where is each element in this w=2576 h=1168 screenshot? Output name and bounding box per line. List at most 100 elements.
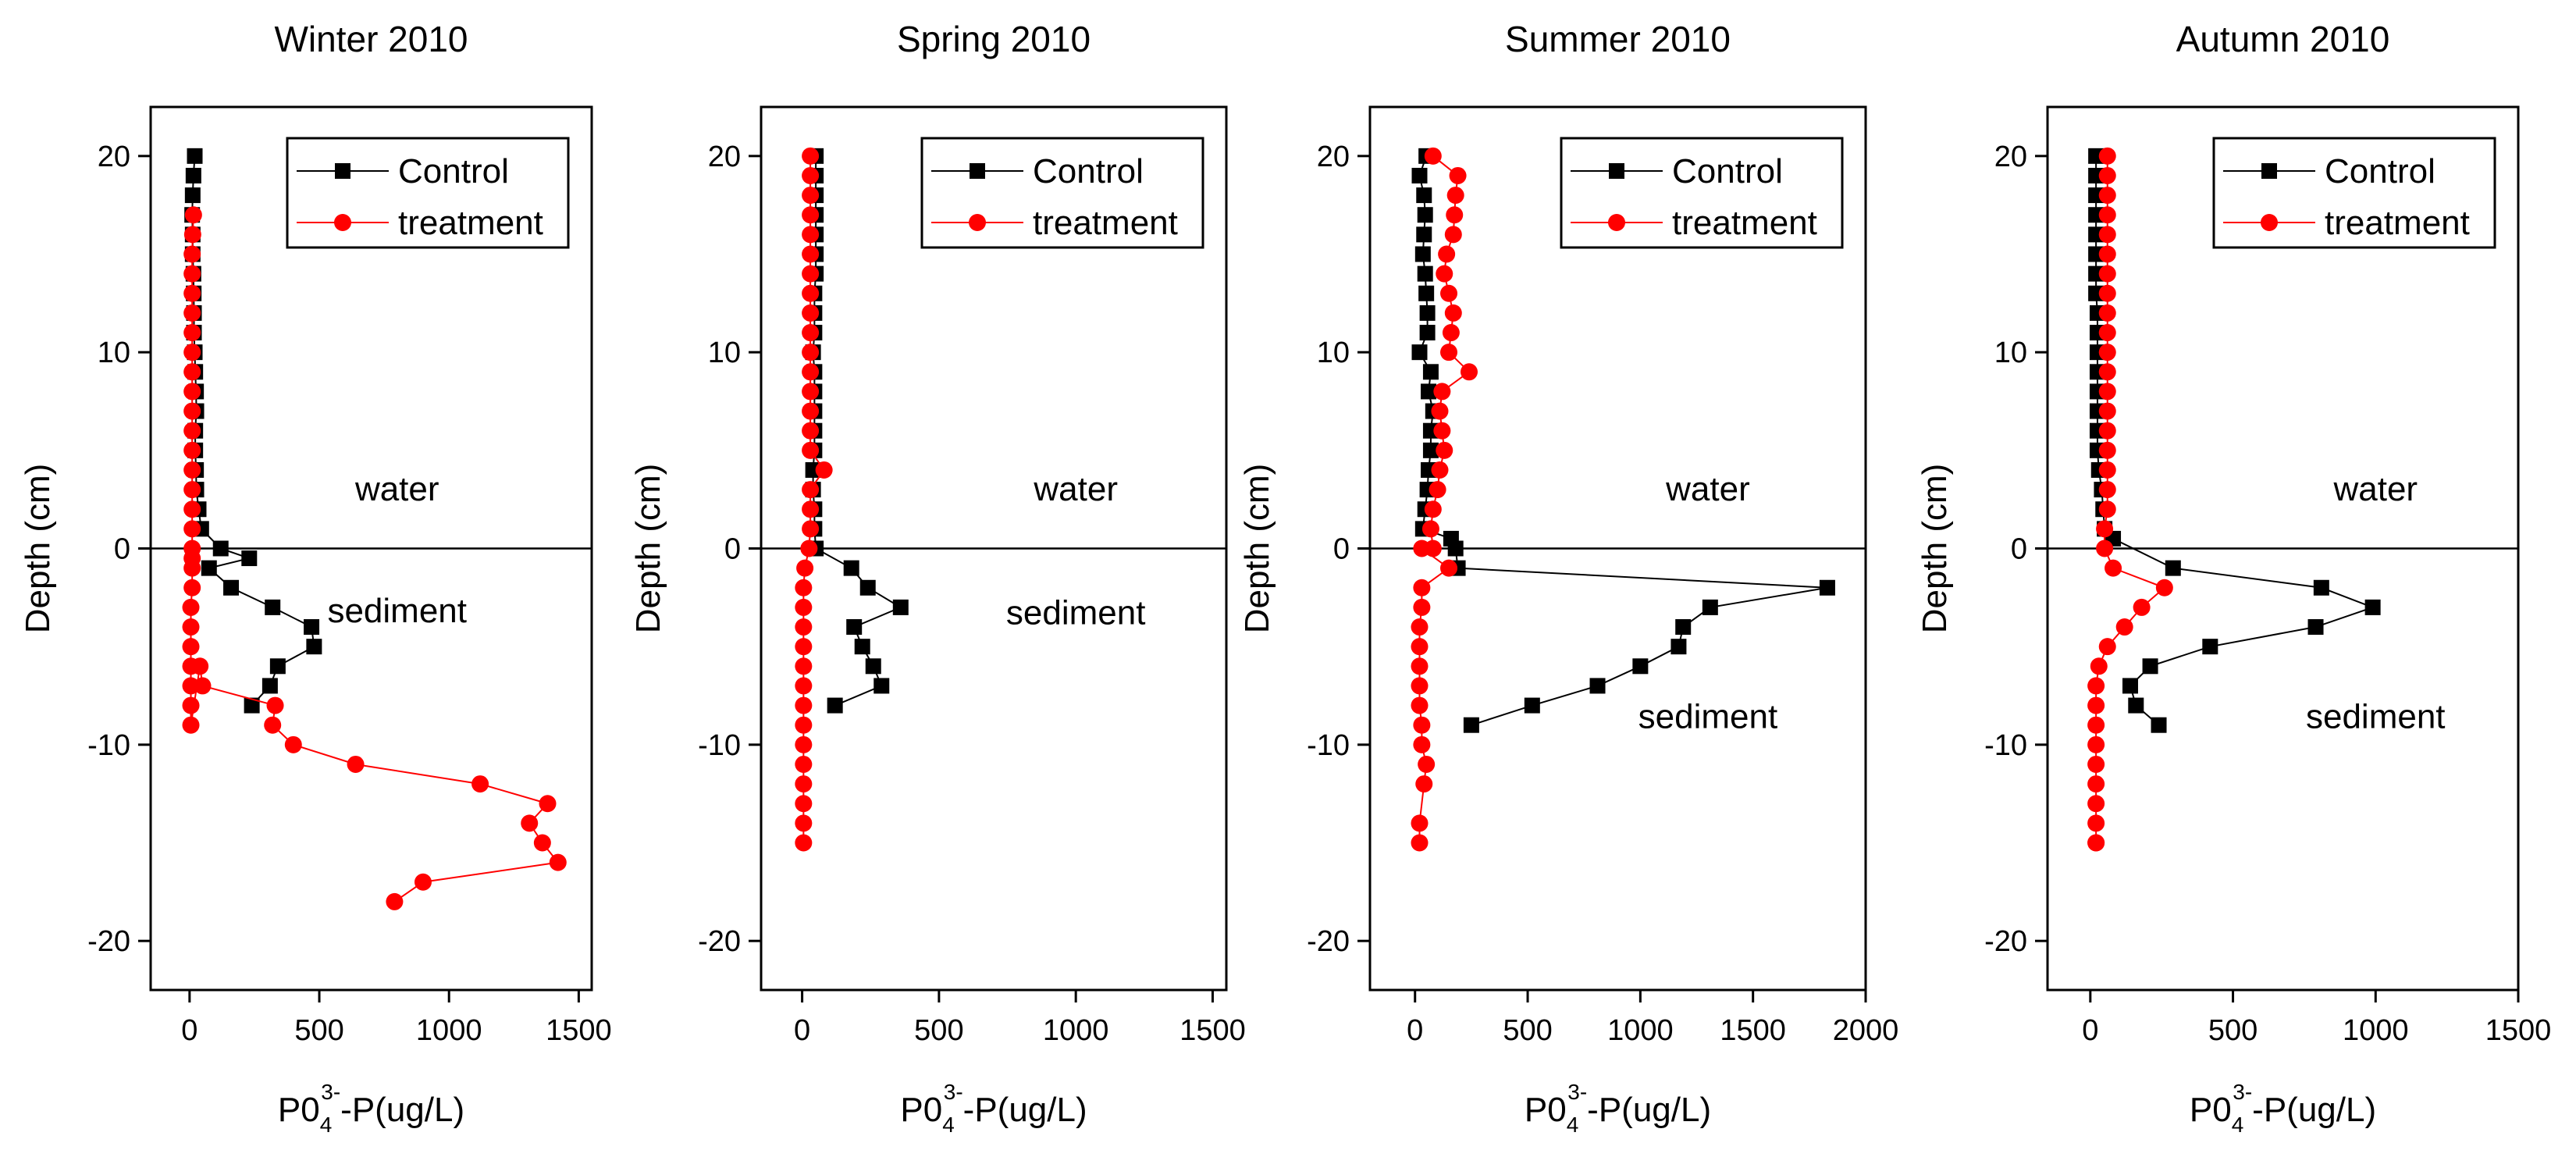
data-point <box>1436 265 1453 283</box>
data-point <box>802 265 820 283</box>
y-tick-label: 0 <box>114 533 130 566</box>
data-point <box>1416 226 1432 243</box>
data-point <box>1440 284 1458 302</box>
y-tick-label: -20 <box>1984 925 2027 958</box>
data-point <box>2142 658 2158 675</box>
data-point <box>2155 579 2173 596</box>
data-point <box>1589 678 1606 694</box>
data-point <box>2098 344 2116 361</box>
data-point <box>2128 697 2144 714</box>
data-point <box>2313 579 2329 596</box>
x-tick-label: 1000 <box>2343 1014 2409 1047</box>
data-point <box>386 892 404 910</box>
data-point <box>2165 560 2181 576</box>
data-point <box>1449 166 1467 184</box>
y-axis-label: Depth (cm) <box>1916 464 1954 634</box>
legend-marker <box>334 214 351 231</box>
data-point <box>2098 363 2116 381</box>
data-point <box>2087 795 2105 813</box>
data-point <box>802 363 820 381</box>
data-point <box>223 579 240 596</box>
data-point <box>1417 207 1433 223</box>
data-point <box>827 697 843 714</box>
annotation: sediment <box>1638 698 1778 736</box>
data-point <box>802 402 820 420</box>
data-point <box>182 716 200 734</box>
legend: Control treatment <box>920 137 1204 249</box>
x-axis-label-part: -P(ug/L) <box>963 1091 1087 1129</box>
data-point <box>2087 755 2105 773</box>
data-point <box>269 658 286 675</box>
data-point <box>266 696 284 714</box>
data-point <box>795 834 813 852</box>
data-point <box>802 422 820 440</box>
data-point <box>265 599 281 615</box>
data-point <box>1422 442 1439 458</box>
data-point <box>182 618 200 636</box>
data-point <box>1424 500 1442 518</box>
chart-panel-0: Winter 2010 0 500 1000 1500 20 10 0 -10 -20 Depth … <box>19 19 612 1137</box>
x-tick-label: 500 <box>914 1014 963 1047</box>
data-point <box>2098 206 2116 224</box>
y-axis-label: Depth (cm) <box>1238 464 1276 634</box>
y-tick-label: 10 <box>1317 337 1350 369</box>
data-point <box>800 539 818 557</box>
legend-box <box>2212 137 2496 249</box>
data-point <box>2098 481 2116 499</box>
data-point <box>846 619 863 636</box>
data-point <box>859 579 876 596</box>
data-point <box>1421 520 1439 538</box>
y-tick-label: -10 <box>1307 729 1350 762</box>
data-point <box>802 324 820 342</box>
data-point <box>1411 834 1429 852</box>
y-tick-label: 0 <box>1333 533 1350 566</box>
annotation: water <box>354 470 439 508</box>
data-point <box>2098 500 2116 518</box>
data-point <box>796 559 814 577</box>
x-tick-label: 0 <box>794 1014 810 1047</box>
data-point <box>815 461 833 479</box>
data-point <box>1436 441 1453 459</box>
data-point <box>1411 638 1429 656</box>
x-tick-label: 500 <box>294 1014 343 1047</box>
data-point <box>2098 166 2116 184</box>
data-point <box>183 579 201 596</box>
data-point <box>802 284 820 302</box>
data-point <box>1431 402 1449 420</box>
data-point <box>2151 717 2167 733</box>
data-point <box>194 677 212 695</box>
data-point <box>1413 579 1431 596</box>
data-point <box>873 678 890 694</box>
data-point <box>2122 678 2138 694</box>
data-point <box>795 657 813 675</box>
data-point <box>533 834 551 852</box>
y-tick-label: -20 <box>698 925 741 958</box>
data-point <box>183 422 201 440</box>
data-point <box>854 639 870 655</box>
series-treatment <box>182 206 567 910</box>
data-point <box>2087 677 2105 695</box>
x-tick-label: 0 <box>1407 1014 1423 1047</box>
x-tick-label: 1500 <box>2485 1014 2552 1047</box>
legend-marker <box>1608 214 1625 231</box>
data-point <box>2098 245 2116 263</box>
data-point <box>802 147 820 165</box>
data-point <box>2087 735 2105 753</box>
data-point <box>1444 304 1462 322</box>
data-point <box>191 657 209 675</box>
data-point <box>2098 441 2116 459</box>
data-point <box>264 716 282 734</box>
data-point <box>1415 775 1433 793</box>
data-point <box>1411 696 1429 714</box>
data-point <box>2098 187 2116 205</box>
y-tick-label: 20 <box>708 141 741 173</box>
data-point <box>2115 618 2133 636</box>
x-tick-label: 2000 <box>1833 1014 1899 1047</box>
data-point <box>795 618 813 636</box>
data-point <box>1461 363 1478 381</box>
data-point <box>1446 187 1464 205</box>
annotation: water <box>2332 470 2418 508</box>
y-tick-label: 20 <box>1994 141 2027 173</box>
legend-label: Control <box>398 152 509 191</box>
x-tick-label: 1000 <box>1043 1014 1109 1047</box>
